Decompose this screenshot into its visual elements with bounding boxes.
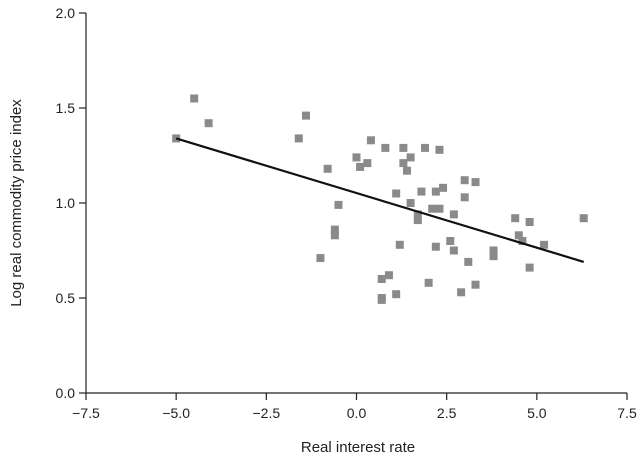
data-point [428, 204, 437, 213]
data-point [356, 162, 365, 171]
data-point [439, 183, 448, 192]
data-point [406, 199, 415, 207]
data-point [431, 187, 440, 196]
data-point [460, 193, 469, 202]
data-point [377, 275, 386, 283]
data-point [464, 257, 473, 266]
data-point [366, 136, 375, 145]
data-point [377, 294, 386, 302]
data-point [471, 280, 480, 289]
data-point [330, 231, 339, 240]
data-point [579, 214, 588, 223]
data-point [204, 119, 213, 128]
data-point [316, 254, 325, 263]
data-point [417, 187, 426, 196]
data-point [363, 159, 372, 168]
data-point [323, 164, 332, 173]
data-point [489, 252, 498, 261]
x-tick-label: 5.0 [527, 405, 547, 421]
y-tick-label: 0.5 [56, 290, 76, 306]
axes [85, 13, 627, 394]
x-tick-label: 2.5 [437, 405, 457, 421]
data-point [525, 263, 534, 272]
data-point [402, 166, 411, 175]
x-tick-label: −2.5 [253, 405, 281, 421]
y-axis-title: Log real commodity price index [8, 99, 25, 307]
data-point [392, 290, 401, 299]
data-point [330, 225, 339, 234]
data-point [424, 278, 433, 287]
data-point [399, 159, 408, 168]
y-tick-label: 1.0 [56, 195, 76, 211]
data-point [435, 145, 444, 154]
x-tick-label: 7.5 [617, 405, 637, 421]
data-point [514, 231, 523, 240]
data-point [399, 143, 408, 152]
x-tick-label: −5.0 [162, 405, 190, 421]
data-point [413, 210, 422, 219]
data-point [511, 214, 520, 223]
data-point [449, 246, 458, 255]
y-axis-ticks: 0.0 0.5 1.0 1.5 2.0 [56, 5, 86, 401]
x-tick-label: −7.5 [72, 405, 100, 421]
data-point [392, 189, 401, 198]
data-points [172, 94, 588, 304]
data-point [471, 178, 480, 187]
data-point [294, 134, 303, 143]
x-axis-title: Real interest rate [301, 439, 415, 456]
y-tick-label: 1.5 [56, 100, 76, 116]
data-point [190, 94, 199, 103]
data-point [460, 176, 469, 185]
data-point [302, 111, 311, 120]
trend-line [175, 137, 585, 263]
data-point [457, 288, 466, 297]
x-tick-label: 0.0 [347, 405, 367, 421]
data-point [446, 237, 455, 245]
data-point [435, 204, 444, 213]
data-point [395, 240, 404, 249]
data-point [431, 242, 440, 251]
data-point [540, 240, 549, 249]
data-point [381, 143, 390, 152]
data-point [421, 143, 430, 152]
data-point [525, 218, 534, 226]
data-point [352, 153, 361, 162]
data-point [489, 246, 498, 255]
data-point [413, 216, 422, 225]
x-axis-ticks: −7.5 −5.0 −2.5 0.0 2.5 5.0 7.5 [72, 393, 637, 421]
data-point [406, 153, 415, 162]
y-tick-label: 0.0 [56, 385, 76, 401]
data-point [518, 237, 527, 245]
data-point [334, 200, 343, 209]
data-point [384, 271, 393, 280]
y-tick-label: 2.0 [56, 5, 76, 21]
data-point [449, 210, 458, 219]
